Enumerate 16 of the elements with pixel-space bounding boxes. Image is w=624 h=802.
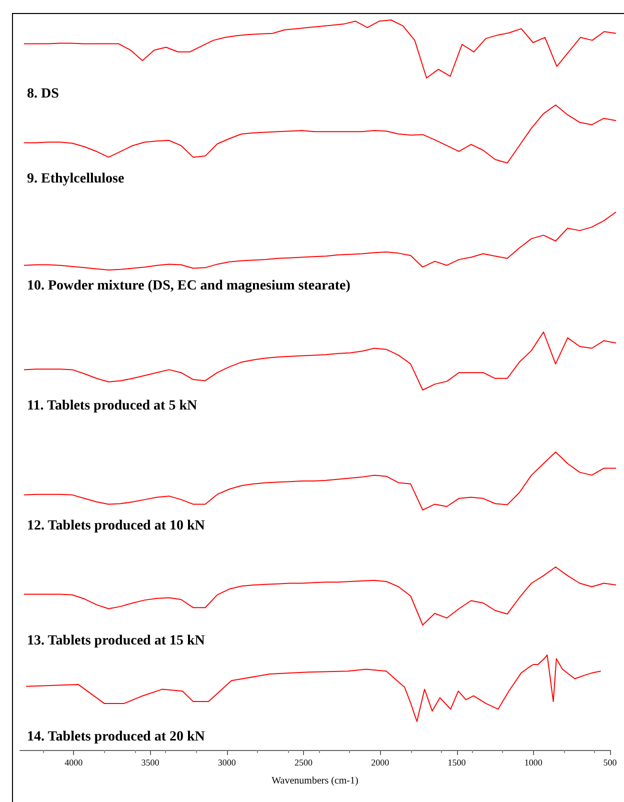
text: 14. Tablets produced at 20 kN <box>27 730 205 744</box>
x-tick-label: 1500 <box>448 758 466 768</box>
text: 11. Tablets produced at 5 kN <box>27 398 198 414</box>
text: 10. Powder mixture (DS, EC and magnesium stearate) <box>27 278 351 294</box>
text: 9. Ethylcellulose <box>27 172 124 186</box>
text: 12. Tablets produced at 10 kN <box>27 518 205 534</box>
x-tick-label: 2500 <box>294 758 314 768</box>
x-tick-label: 4000 <box>64 758 84 768</box>
x-tick-label: 3000 <box>218 758 236 768</box>
x-axis-title: Wavenumbers (cm-1) <box>272 776 358 786</box>
text: 8. DS <box>27 86 60 102</box>
x-tick-label: 500 <box>603 758 618 768</box>
x-tick-label: 3500 <box>141 758 160 768</box>
text: 13. Tablets produced at 15 kN <box>27 634 205 648</box>
x-tick-label: 1000 <box>524 758 543 768</box>
x-tick-label: 2000 <box>371 758 390 768</box>
